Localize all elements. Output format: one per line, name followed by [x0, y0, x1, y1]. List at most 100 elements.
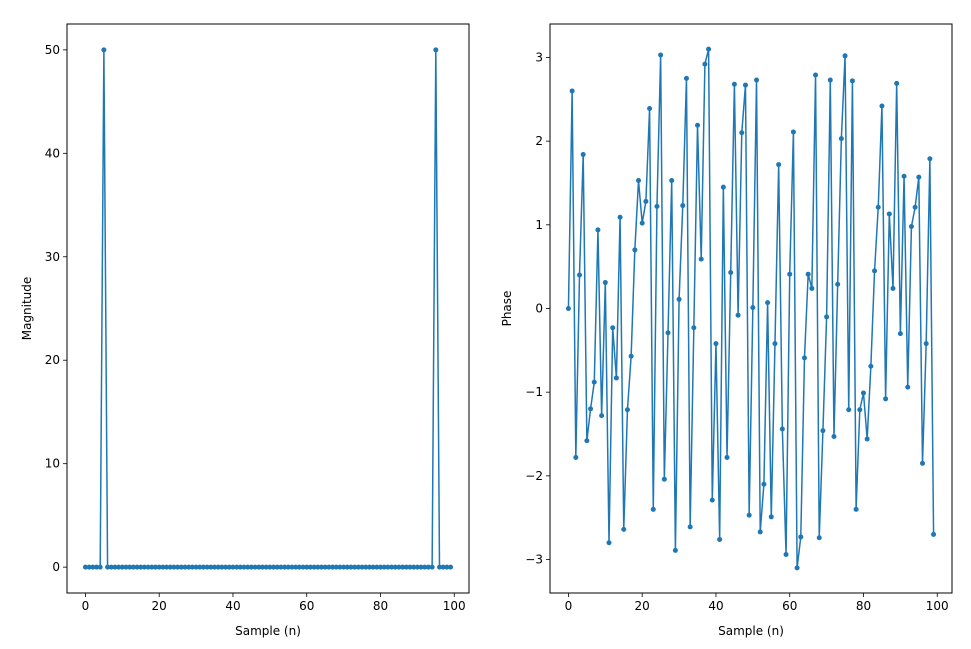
magnitude-data-point — [359, 564, 365, 570]
phase-data-point — [577, 272, 582, 278]
magnitude-data-point — [127, 564, 133, 570]
magnitude-data-point — [333, 564, 339, 570]
phase-data-point — [672, 547, 678, 553]
phase-data-point — [890, 285, 896, 291]
phase-y-tick-label: −1 — [525, 385, 543, 399]
magnitude-data-point — [341, 564, 347, 570]
magnitude-data-point — [304, 564, 310, 570]
phase-data-point — [776, 162, 782, 168]
phase-data-point — [931, 531, 937, 537]
magnitude-data-point — [167, 564, 173, 570]
phase-data-point — [790, 129, 796, 135]
magnitude-data-point — [219, 564, 225, 570]
phase-data-point — [783, 552, 789, 558]
magnitude-data-point — [94, 564, 99, 570]
phase-data-point — [765, 300, 771, 306]
magnitude-data-point — [223, 564, 229, 570]
magnitude-data-point — [112, 564, 118, 570]
magnitude-x-tick-label: 80 — [373, 599, 388, 613]
magnitude-y-ticks: 0 10 20 30 40 50 — [45, 43, 67, 574]
phase-data-point — [746, 512, 752, 518]
phase-data-point — [757, 529, 763, 535]
phase-data-point — [706, 46, 712, 52]
magnitude-data-point — [256, 564, 262, 570]
magnitude-data-point — [422, 564, 428, 570]
magnitude-data-point — [403, 564, 409, 570]
phase-data-point — [857, 407, 863, 413]
magnitude-data-point — [318, 564, 324, 570]
phase-x-tick-label: 40 — [708, 599, 723, 613]
magnitude-data-point — [414, 564, 420, 570]
magnitude-data-point — [322, 564, 328, 570]
magnitude-plot-area — [82, 47, 454, 570]
magnitude-data-point — [278, 564, 284, 570]
phase-data-point — [805, 271, 811, 277]
magnitude-data-point — [245, 564, 251, 570]
magnitude-data-point — [344, 564, 350, 570]
phase-data-point — [831, 434, 837, 440]
phase-data-point — [573, 454, 579, 460]
phase-data-point — [613, 375, 619, 381]
phase-data-point — [835, 281, 841, 287]
phase-x-tick-label: 20 — [635, 599, 650, 613]
phase-data-point — [864, 436, 870, 442]
magnitude-data-point — [370, 564, 376, 570]
phase-x-tick-label: 60 — [782, 599, 797, 613]
magnitude-x-tick-label: 20 — [152, 599, 167, 613]
magnitude-data-point — [116, 564, 122, 570]
phase-data-point — [846, 407, 852, 413]
phase-x-tick-label: 80 — [856, 599, 871, 613]
magnitude-data-point — [197, 564, 203, 570]
phase-data-point — [602, 280, 608, 286]
phase-data-point — [735, 312, 741, 318]
magnitude-data-point — [90, 564, 96, 570]
phase-data-point — [621, 526, 627, 532]
phase-data-point — [569, 88, 575, 94]
magnitude-data-point — [392, 564, 398, 570]
magnitude-data-point — [230, 564, 236, 570]
magnitude-data-point — [234, 564, 240, 570]
magnitude-data-point — [130, 564, 136, 570]
magnitude-data-point — [237, 564, 243, 570]
magnitude-data-point — [171, 564, 177, 570]
phase-data-point — [927, 156, 933, 162]
phase-y-tick-label: 0 — [535, 302, 543, 316]
phase-y-tick-label: 1 — [535, 218, 543, 232]
magnitude-data-point — [241, 564, 247, 570]
phase-data-point — [920, 460, 925, 466]
magnitude-data-point — [274, 564, 280, 570]
phase-data-point — [853, 506, 859, 512]
magnitude-data-point — [381, 564, 387, 570]
phase-data-point — [894, 80, 900, 86]
phase-y-axis-label: Phase — [500, 291, 514, 327]
magnitude-data-point — [175, 564, 181, 570]
magnitude-y-tick-label: 20 — [45, 353, 60, 367]
phase-data-point — [787, 271, 793, 277]
magnitude-data-point — [377, 564, 383, 570]
phase-data-point — [595, 227, 601, 233]
phase-data-point — [824, 314, 830, 320]
magnitude-data-point — [407, 564, 413, 570]
magnitude-data-point — [145, 564, 151, 570]
magnitude-x-tick-label: 40 — [225, 599, 240, 613]
phase-data-point — [772, 341, 778, 347]
phase-data-point — [838, 136, 844, 142]
phase-data-point — [916, 174, 922, 180]
phase-data-point — [683, 75, 689, 81]
magnitude-data-point — [293, 564, 299, 570]
phase-y-ticks: −3 −2 −1 0 1 2 3 — [525, 50, 550, 567]
magnitude-data-point — [164, 564, 170, 570]
phase-data-point — [860, 390, 866, 396]
magnitude-data-point — [138, 564, 144, 570]
phase-data-point — [643, 198, 649, 204]
phase-x-axis-label: Sample (n) — [718, 624, 784, 638]
phase-panel: 0 20 40 60 80 100 −3 −2 −1 0 1 2 3 Sample (n) Phase — [500, 23, 953, 638]
magnitude-data-point — [285, 564, 291, 570]
magnitude-data-point — [418, 564, 424, 570]
magnitude-data-point — [385, 564, 391, 570]
magnitude-data-point — [193, 564, 199, 570]
magnitude-data-point — [400, 564, 406, 570]
magnitude-y-axis-label: Magnitude — [20, 277, 34, 341]
magnitude-data-point — [134, 564, 140, 570]
